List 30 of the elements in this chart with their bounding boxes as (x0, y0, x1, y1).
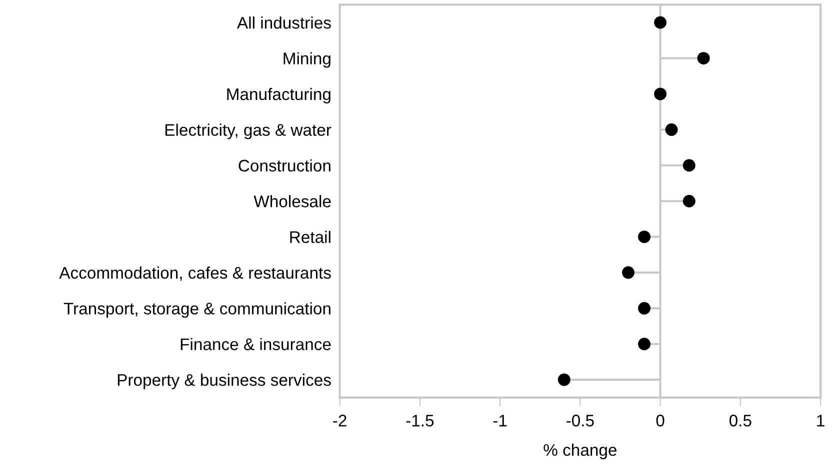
point (558, 373, 570, 386)
point (682, 159, 696, 172)
y-tick-label: Property & business services (118, 374, 331, 390)
y-tick-label: Accommodation, cafes & restaurants (59, 266, 331, 281)
x-tick-label: 0.5 (729, 414, 752, 426)
y-tick-label: All industries (237, 16, 331, 29)
point (682, 194, 696, 208)
y-tick-label: Construction (238, 159, 330, 172)
y-tick-label: Electricity, gas & water (165, 124, 332, 140)
x-axis-title: % change (544, 444, 616, 460)
y-tick-label: Wholesale (254, 195, 331, 208)
x-tick-label: 1 (817, 414, 824, 426)
x-tick-label: -2 (333, 414, 346, 426)
point (665, 123, 678, 136)
x-tick-label: 0 (656, 414, 664, 426)
y-tick-label: Finance & insurance (180, 338, 331, 350)
point (638, 338, 651, 350)
x-tick-label: -0.5 (566, 414, 594, 426)
point (638, 230, 651, 244)
y-tick-label: Manufacturing (227, 88, 330, 104)
y-tick-label: Retail (290, 230, 330, 244)
point (697, 52, 710, 64)
y-tick-label: Mining (284, 52, 330, 68)
x-tick-label: -1.5 (406, 414, 434, 426)
point (654, 88, 667, 100)
point (654, 16, 667, 29)
point (638, 302, 651, 315)
point (622, 266, 634, 279)
x-tick-label: -1 (493, 414, 507, 426)
y-tick-label: Transport, storage & communication (64, 302, 330, 318)
